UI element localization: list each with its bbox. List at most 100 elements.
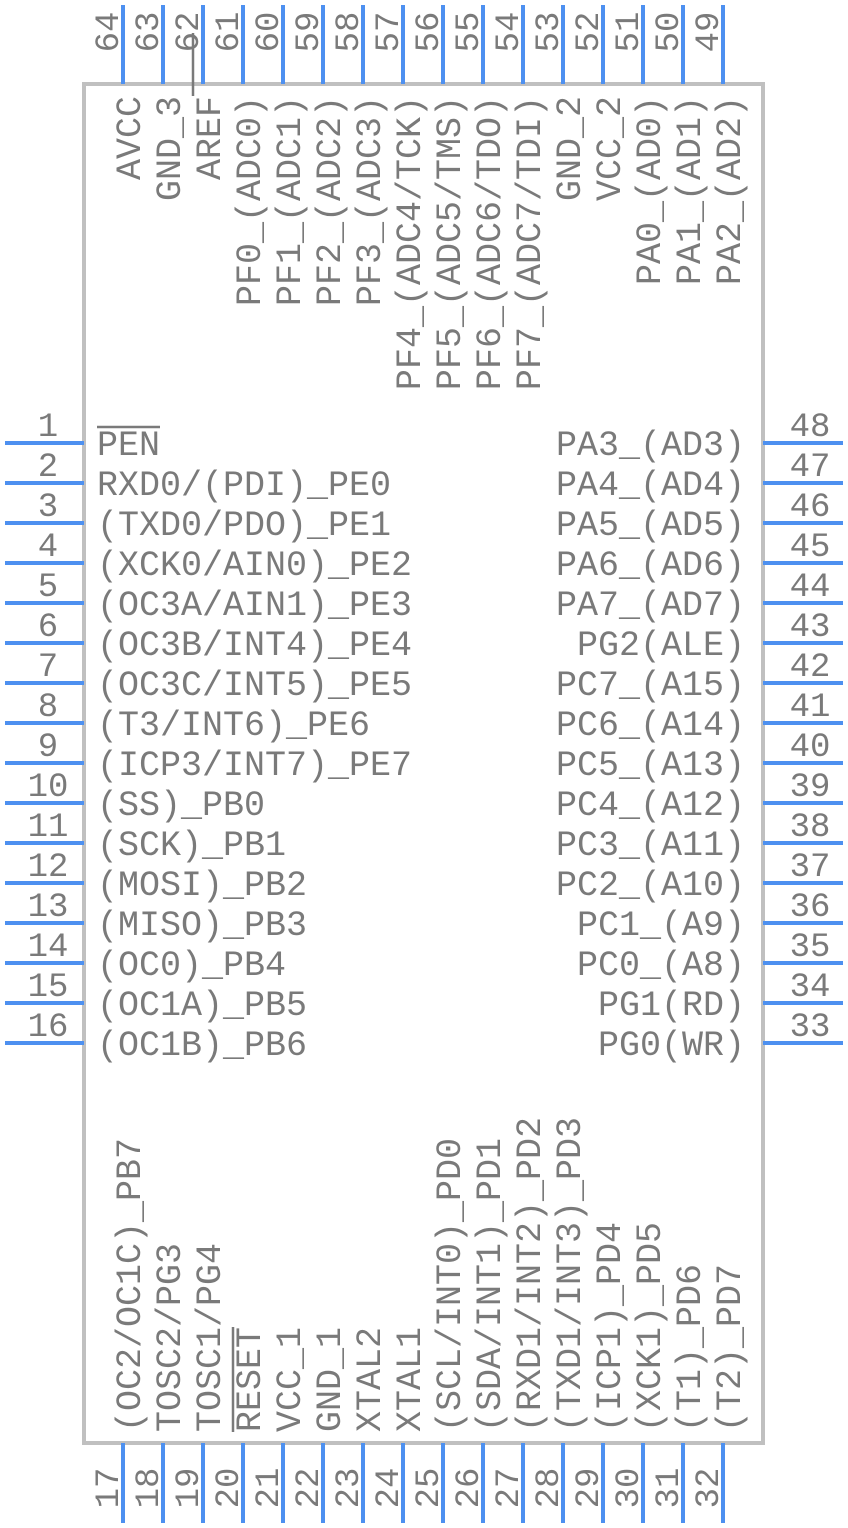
pin-label: (T3/INT6)_PE6 bbox=[97, 706, 370, 746]
pin-label: (T1)_PD6 bbox=[671, 1264, 711, 1432]
pin-number: 27 bbox=[491, 1468, 529, 1509]
pin-label: XTAL1 bbox=[391, 1327, 431, 1432]
pin-number: 56 bbox=[411, 12, 449, 53]
pin-number: 57 bbox=[371, 12, 409, 53]
pin-number: 45 bbox=[790, 529, 831, 567]
pin-number: 10 bbox=[28, 769, 69, 807]
pin-number: 16 bbox=[28, 1009, 69, 1047]
pin-label: PA1_(AD1) bbox=[671, 96, 711, 285]
pin-number: 35 bbox=[790, 929, 831, 967]
pin-number: 17 bbox=[91, 1468, 129, 1509]
pin-number: 4 bbox=[38, 529, 58, 567]
pin-label: PA0_(AD0) bbox=[631, 96, 671, 285]
pin-number: 31 bbox=[651, 1468, 689, 1509]
pin-label: PA5_(AD5) bbox=[556, 506, 745, 546]
pin-number: 60 bbox=[251, 12, 289, 53]
pin-label: PA7_(AD7) bbox=[556, 586, 745, 626]
pin-number: 39 bbox=[790, 769, 831, 807]
pin-label: PG0(WR) bbox=[598, 1026, 745, 1066]
pin-label: TOSC1/PG4 bbox=[191, 1243, 231, 1432]
pin-number: 55 bbox=[451, 12, 489, 53]
pin-label: (ICP3/INT7)_PE7 bbox=[97, 746, 412, 786]
pin-label: PC7_(A15) bbox=[556, 666, 745, 706]
pin-number: 3 bbox=[38, 489, 58, 527]
pin-number: 52 bbox=[571, 12, 609, 53]
pin-number: 51 bbox=[611, 12, 649, 53]
pin-label: VCC_2 bbox=[591, 96, 631, 201]
pin-label: PC3_(A11) bbox=[556, 826, 745, 866]
pin-number: 13 bbox=[28, 889, 69, 927]
pin-number: 61 bbox=[211, 12, 249, 53]
pin-label: PC0_(A8) bbox=[577, 946, 745, 986]
pin-label: PF5_(ADC5/TMS) bbox=[431, 96, 471, 390]
pin-label: GND_1 bbox=[311, 1327, 351, 1432]
pin-number: 40 bbox=[790, 729, 831, 767]
pin-label: PF7_(ADC7/TDI) bbox=[511, 96, 551, 390]
pin-label: PA3_(AD3) bbox=[556, 426, 745, 466]
pin-number: 9 bbox=[38, 729, 58, 767]
pin-label: PF6_(ADC6/TDO) bbox=[471, 96, 511, 390]
pin-number: 23 bbox=[331, 1468, 369, 1509]
pin-label: (SCK)_PB1 bbox=[97, 826, 286, 866]
pin-label: (OC0)_PB4 bbox=[97, 946, 286, 986]
pin-number: 20 bbox=[211, 1468, 249, 1509]
pin-number: 53 bbox=[531, 12, 569, 53]
pin-number: 64 bbox=[91, 12, 129, 53]
pin-number: 46 bbox=[790, 489, 831, 527]
pin-number: 25 bbox=[411, 1468, 449, 1509]
pin-label: GND_3 bbox=[151, 96, 191, 201]
pin-number: 28 bbox=[531, 1468, 569, 1509]
pin-number: 54 bbox=[491, 12, 529, 53]
pin-label: TOSC2/PG3 bbox=[151, 1243, 191, 1432]
pin-number: 19 bbox=[171, 1468, 209, 1509]
pin-label: VCC_1 bbox=[271, 1327, 311, 1432]
pin-label: PC5_(A13) bbox=[556, 746, 745, 786]
pin-number: 11 bbox=[28, 809, 69, 847]
pin-label: PEN bbox=[97, 426, 160, 466]
pin-label: GND_2 bbox=[551, 96, 591, 201]
pin-label: RXD0/(PDI)_PE0 bbox=[97, 466, 391, 506]
pin-number: 42 bbox=[790, 649, 831, 687]
pin-label: AVCC bbox=[111, 96, 151, 180]
pin-number: 48 bbox=[790, 409, 831, 447]
pin-label: RESET bbox=[231, 1327, 271, 1432]
pin-number: 41 bbox=[790, 689, 831, 727]
pin-number: 50 bbox=[651, 12, 689, 53]
pin-number: 59 bbox=[291, 12, 329, 53]
pin-number: 8 bbox=[38, 689, 58, 727]
pin-label: (OC2/OC1C)_PB7 bbox=[111, 1138, 151, 1432]
pin-label: PG1(RD) bbox=[598, 986, 745, 1026]
pin-label: XTAL2 bbox=[351, 1327, 391, 1432]
pin-label: (SCL/INT0)_PD0 bbox=[431, 1138, 471, 1432]
pin-label: (OC3A/AIN1)_PE3 bbox=[97, 586, 412, 626]
pin-label: (OC3B/INT4)_PE4 bbox=[97, 626, 412, 666]
pin-label: (OC1B)_PB6 bbox=[97, 1026, 307, 1066]
pin-number: 18 bbox=[131, 1468, 169, 1509]
pin-label: (ICP1)_PD4 bbox=[591, 1222, 631, 1432]
pin-label: (OC3C/INT5)_PE5 bbox=[97, 666, 412, 706]
pin-label: PF0_(ADC0) bbox=[231, 96, 271, 306]
pin-label: (TXD1/INT3)_PD3 bbox=[551, 1117, 591, 1432]
pin-label: (TXD0/PDO)_PE1 bbox=[97, 506, 391, 546]
pin-number: 62 bbox=[171, 12, 209, 53]
pin-number: 34 bbox=[790, 969, 831, 1007]
pin-number: 6 bbox=[38, 609, 58, 647]
pin-label: PF3_(ADC3) bbox=[351, 96, 391, 306]
pin-label: (T2)_PD7 bbox=[711, 1264, 751, 1432]
pin-label: (MISO)_PB3 bbox=[97, 906, 307, 946]
pin-number: 14 bbox=[28, 929, 69, 967]
pin-label: (SS)_PB0 bbox=[97, 786, 265, 826]
pin-number: 36 bbox=[790, 889, 831, 927]
pin-number: 1 bbox=[38, 409, 58, 447]
pin-label: (RXD1/INT2)_PD2 bbox=[511, 1117, 551, 1432]
pin-label: PA6_(AD6) bbox=[556, 546, 745, 586]
pin-number: 24 bbox=[371, 1468, 409, 1509]
pin-label: PA2_(AD2) bbox=[711, 96, 751, 285]
pin-label: PC6_(A14) bbox=[556, 706, 745, 746]
pin-number: 32 bbox=[691, 1468, 729, 1509]
pin-number: 7 bbox=[38, 649, 58, 687]
pin-number: 49 bbox=[691, 12, 729, 53]
pin-number: 2 bbox=[38, 449, 58, 487]
pin-label: PF1_(ADC1) bbox=[271, 96, 311, 306]
